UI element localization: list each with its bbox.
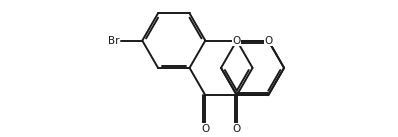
Text: Br: Br — [108, 36, 120, 46]
Text: O: O — [201, 124, 209, 134]
Text: O: O — [233, 124, 241, 134]
Text: O: O — [264, 36, 273, 46]
Text: O: O — [233, 36, 241, 46]
